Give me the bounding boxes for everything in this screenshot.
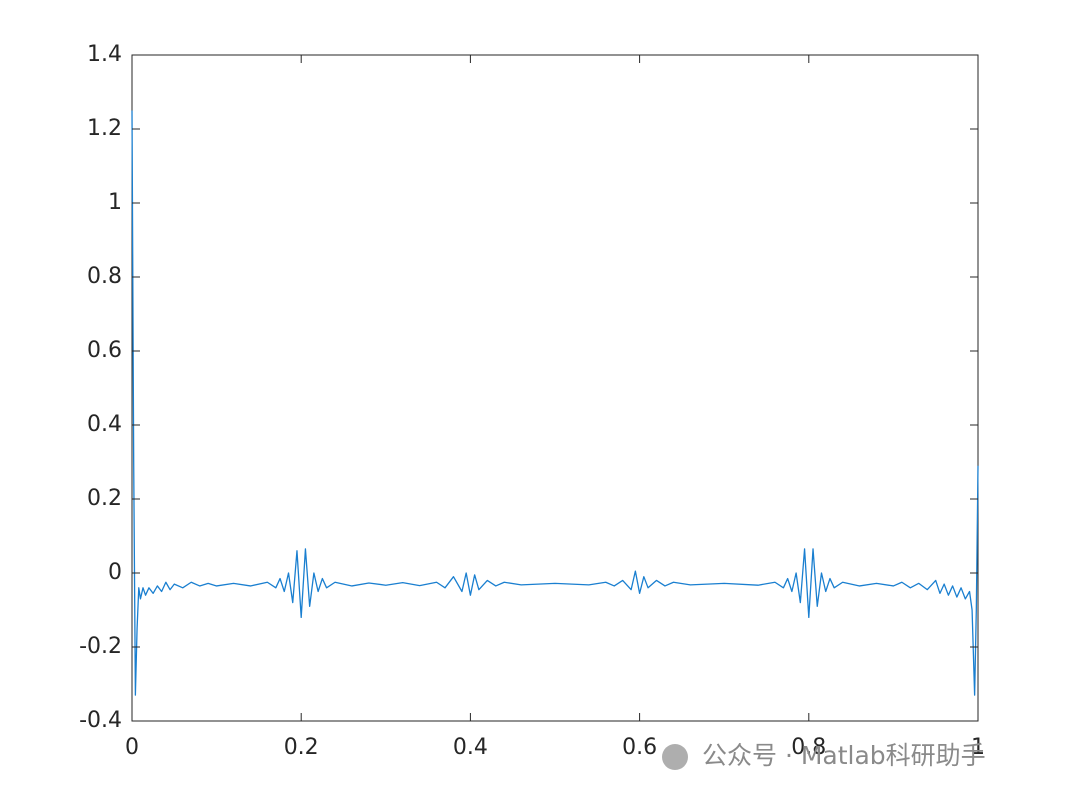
x-tick-label: 0	[125, 735, 139, 760]
x-tick-label: 0.6	[622, 735, 657, 760]
y-tick-label: 0.4	[87, 412, 122, 437]
x-tick-label: 0.4	[453, 735, 488, 760]
y-tick-label: 0.8	[87, 264, 122, 289]
data-line	[131, 110, 979, 696]
y-tick-label: 1.4	[87, 42, 122, 67]
x-tick-label: 0.8	[791, 735, 826, 760]
watermark-icon	[662, 744, 688, 770]
watermark: 公众号 · Matlab科研助手	[702, 741, 986, 770]
y-tick-label: -0.4	[79, 708, 122, 733]
y-tick-label: 0.6	[87, 338, 122, 363]
y-tick-label: 1.2	[87, 116, 122, 141]
y-tick-label: -0.2	[79, 634, 122, 659]
x-tick-label: 1	[971, 735, 985, 760]
plot-frame	[131, 54, 979, 722]
y-tick-label: 0	[108, 560, 122, 585]
x-tick-label: 0.2	[284, 735, 319, 760]
y-tick-label: 0.2	[87, 486, 122, 511]
y-tick-label: 1	[108, 190, 122, 215]
